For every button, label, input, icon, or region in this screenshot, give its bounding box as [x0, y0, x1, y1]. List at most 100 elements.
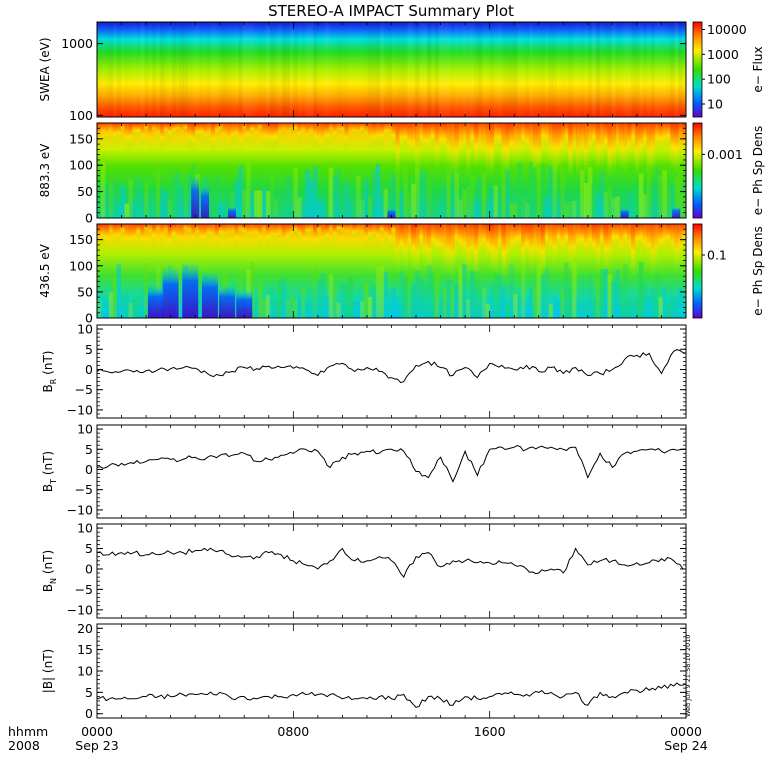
heatmap-cell [611, 22, 616, 117]
heatmap-cell [387, 123, 393, 138]
heatmap-cell [521, 22, 526, 117]
heatmap-cell [352, 224, 357, 240]
heatmap-cell [201, 271, 218, 318]
heatmap-cell [407, 123, 412, 161]
heatmap-cell [607, 123, 612, 178]
heatmap-cell [631, 224, 636, 279]
heatmap-cell [466, 123, 471, 179]
heatmap-cell [324, 199, 330, 218]
heatmap-cell [489, 282, 495, 318]
heatmap-cell [528, 161, 534, 218]
heatmap-cell [305, 22, 310, 117]
heatmap-cell [442, 22, 448, 117]
heatmap-cell [403, 224, 408, 273]
heatmap-cell [533, 22, 538, 117]
heatmap-cell [615, 224, 620, 250]
heatmap-cell [525, 224, 530, 263]
heatmap-cell [486, 22, 491, 117]
heatmap-cell [222, 202, 228, 218]
heatmap-cell [415, 123, 420, 178]
heatmap-cell [242, 189, 247, 218]
heatmap-cell [214, 176, 220, 218]
heatmap-cell [638, 173, 644, 218]
colorbar-label: e− Ph Sp Dens [751, 226, 765, 315]
heatmap-cell [234, 179, 239, 218]
heatmap-cell [144, 22, 149, 117]
heatmap-cell [124, 22, 129, 117]
heatmap-cell [466, 22, 471, 117]
colorbar [692, 122, 703, 219]
x-axis-corner-label: hhmm [8, 724, 48, 739]
heatmap-cell [435, 22, 440, 117]
heatmap-cell [470, 175, 475, 218]
heatmap-cell [442, 224, 448, 276]
heatmap-cell [595, 123, 601, 171]
heatmap-cell [171, 123, 177, 136]
heatmap-cell [411, 123, 416, 164]
heatmap-cell [328, 123, 334, 134]
colorbar [692, 223, 703, 319]
heatmap-cell [493, 271, 499, 318]
heatmap-cell [418, 278, 424, 318]
heatmap-cell [124, 123, 130, 152]
heatmap-cell [595, 193, 601, 218]
heatmap-cell [442, 123, 448, 156]
heatmap-cell [309, 22, 314, 117]
heatmap-cell [387, 292, 393, 318]
heatmap-cell [670, 296, 675, 318]
heatmap-cell [611, 198, 616, 218]
heatmap-cell [151, 123, 157, 135]
heatmap-cell [438, 22, 444, 117]
heatmap-cell [320, 123, 326, 154]
heatmap-cell [462, 264, 467, 318]
heatmap-cell [269, 286, 275, 318]
heatmap-cell [678, 22, 683, 117]
heatmap-cell [274, 22, 279, 117]
heatmap-cell [132, 298, 137, 318]
heatmap-cell [509, 203, 514, 218]
heatmap-cell [564, 123, 569, 150]
series-line [96, 682, 687, 708]
heatmap-cell [222, 123, 228, 147]
heatmap-cell [611, 224, 616, 249]
heatmap-cell [116, 264, 122, 318]
heatmap-cell [277, 123, 283, 140]
heatmap-cell [136, 295, 141, 318]
heatmap-cell [422, 171, 428, 218]
heatmap-cell [682, 291, 687, 318]
heatmap-cell [246, 162, 251, 218]
heatmap-cell [289, 224, 294, 241]
heatmap-cell [509, 22, 514, 117]
heatmap-cell [266, 22, 271, 117]
heatmap-cell [328, 224, 334, 235]
heatmap-cell [579, 224, 585, 254]
heatmap-cell [415, 22, 420, 117]
heatmap-cell [162, 266, 179, 318]
heatmap-cell [108, 224, 114, 237]
heatmap-cell [525, 22, 530, 117]
y-tick-label: 10 [77, 422, 93, 437]
heatmap-cell [242, 224, 247, 238]
heatmap-cell [317, 22, 322, 117]
heatmap-cell [120, 185, 126, 218]
heatmap-cell [371, 286, 377, 318]
heatmap-cell [470, 224, 475, 272]
heatmap-cell [634, 123, 640, 176]
heatmap-cell [128, 224, 133, 253]
heatmap-cell [430, 123, 436, 149]
heatmap-cell [191, 175, 200, 218]
plot-area [97, 325, 686, 418]
heatmap-cell [418, 224, 424, 249]
heatmap-cell [128, 302, 133, 318]
y-tick-label: 5 [85, 342, 93, 357]
heatmap-cell [485, 123, 491, 176]
heatmap-cell [120, 123, 126, 133]
heatmap-cell [156, 22, 161, 117]
heatmap-cell [179, 296, 184, 318]
heatmap-cell [238, 166, 243, 218]
heatmap-cell [108, 292, 114, 318]
heatmap-cell [203, 123, 208, 145]
heatmap-cell [540, 123, 546, 148]
panel-1: 10000 1000 100 10 e− Flux SWEA (eV) 1000 100 [38, 21, 765, 123]
